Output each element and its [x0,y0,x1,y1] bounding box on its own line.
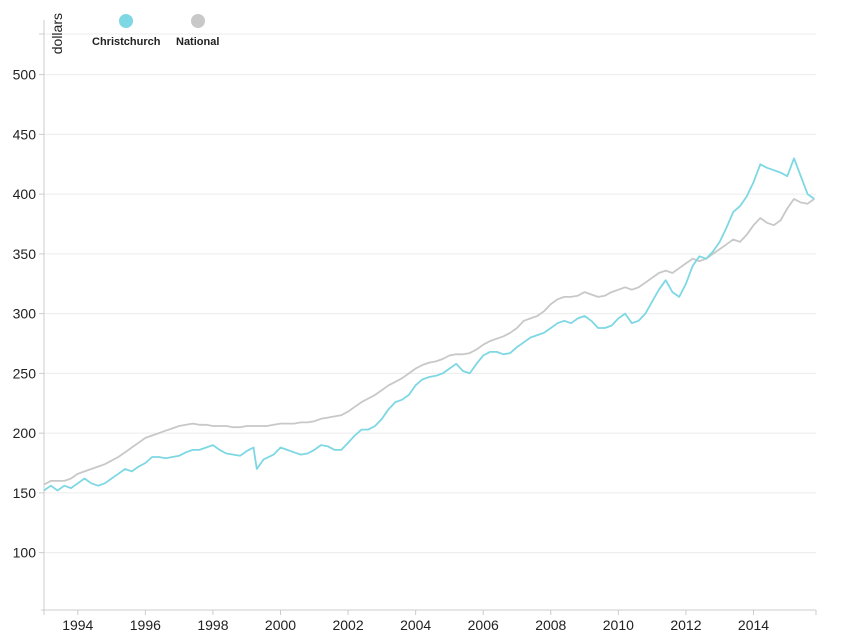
legend-dot-icon [190,14,205,28]
y-tick-label: 100 [13,545,37,561]
legend-item-christchurch[interactable]: Christchurch [92,14,160,48]
series-lines [43,157,815,492]
x-tick-label: 2006 [468,617,499,633]
x-tick-label: 1994 [62,617,93,633]
y-axis-label: dollars [49,13,65,54]
x-tick-label: 2004 [400,617,431,633]
legend-label: Christchurch [92,36,161,48]
y-tick-label: 300 [13,306,37,322]
x-tick-label: 2002 [332,617,363,633]
x-tick-label: 1998 [197,617,228,633]
legend-item-national[interactable]: National [176,14,219,48]
y-tick-label: 150 [13,485,37,501]
legend-label: National [176,36,220,48]
y-tick-label: 400 [13,186,37,202]
x-tick-label: 2008 [535,617,566,633]
y-tick-label: 450 [13,126,37,142]
y-tick-label: 350 [13,246,37,262]
y-tick-label: 500 [13,67,37,83]
x-tick-label: 2014 [738,617,769,633]
series-line-christchurch [43,157,815,492]
y-tick-label: 200 [13,425,37,441]
legend: Christchurch National [0,14,300,64]
series-line-national [43,198,815,486]
axes [39,20,817,615]
x-tick-label: 2012 [670,617,701,633]
grid-lines [44,33,816,554]
y-tick-label: 250 [13,365,37,381]
x-tick-label: 2000 [265,617,296,633]
x-tick-label: 2010 [603,617,634,633]
tick-labels: 100 150 200 250 300 350 400 450 500 1994 1996 1998 2… [13,67,770,633]
x-tick-label: 1996 [130,617,161,633]
legend-dot-icon [119,14,134,28]
